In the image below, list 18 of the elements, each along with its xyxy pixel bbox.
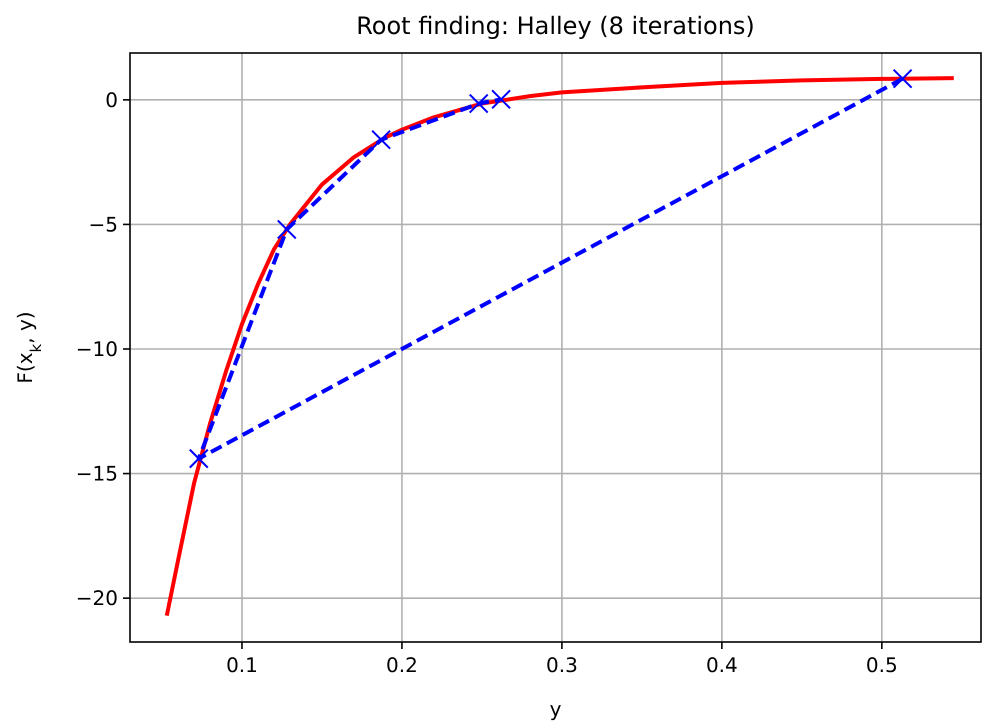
point <box>371 130 392 150</box>
x-tick-label: 0.5 <box>866 653 898 677</box>
y-tick-label: −5 <box>88 212 118 236</box>
x-axis-title: y <box>550 697 562 721</box>
chart-title: Root finding: Halley (8 iterations) <box>356 12 755 40</box>
x-tick-label: 0.1 <box>226 653 258 677</box>
point <box>468 94 489 114</box>
point <box>188 448 209 469</box>
x-tick-label: 0.3 <box>546 653 578 677</box>
y-tick-label: −15 <box>76 462 118 486</box>
y-tick-label: −10 <box>76 336 118 361</box>
y-tick-label: 0 <box>105 88 118 112</box>
y-tick-label: −20 <box>76 586 118 610</box>
x-tick-label: 0.2 <box>386 653 418 677</box>
point <box>892 68 913 89</box>
point <box>491 89 512 110</box>
point <box>276 219 297 240</box>
x-tick-label: 0.4 <box>706 653 738 677</box>
